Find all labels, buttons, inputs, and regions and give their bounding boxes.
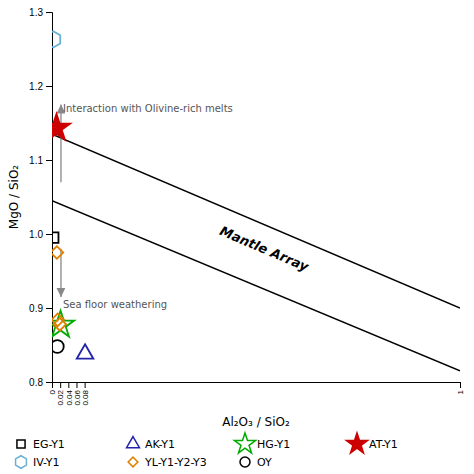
data-point (77, 344, 94, 358)
data-point (52, 232, 58, 242)
annotations: Mantle Array Interaction with Olivine-ric… (63, 103, 311, 310)
arrow-label: Interaction with Olivine-rich melts (63, 103, 233, 114)
data-point (52, 31, 60, 47)
y-tick-label: 1.1 (29, 155, 43, 166)
legend-item: EG-Y1 (17, 438, 65, 451)
legend-label: HG-Y1 (257, 438, 290, 451)
y-tick-label: 0.9 (29, 303, 43, 314)
legend-label: AK-Y1 (145, 438, 175, 451)
y-tick-label: 0.8 (29, 377, 43, 388)
legend-symbol (127, 437, 140, 448)
data-point (52, 246, 63, 259)
y-tick-label: 1.3 (29, 7, 43, 18)
y-tick-mark (46, 86, 52, 87)
y-tick-mark (46, 308, 52, 309)
x-tick: 1 (456, 382, 465, 394)
arrow (60, 105, 61, 183)
x-tick-mark (60, 382, 61, 388)
x-axis-title: Al₂O₃ / SiO₂ (222, 415, 290, 429)
y-tick-mark (46, 160, 52, 161)
legend-label: EG-Y1 (33, 438, 65, 451)
x-axis: 00.020.040.060.081 (48, 382, 465, 406)
x-tick-mark (85, 382, 86, 388)
legend-item: HG-Y1 (234, 433, 290, 453)
mantle-array-line (52, 134, 460, 308)
data-point (52, 340, 64, 353)
y-axis-line (46, 13, 53, 383)
y-tick-mark (46, 382, 52, 383)
y-tick-label: 1.0 (29, 229, 43, 240)
legend-label: IV-Y1 (33, 456, 60, 469)
y-tick: 0.9 (29, 303, 52, 314)
y-axis-title: MgO / SiO₂ (7, 165, 21, 229)
legend-item: AT-Y1 (346, 433, 397, 453)
y-tick: 1.0 (29, 229, 52, 240)
y-tick-label: 1.2 (29, 81, 43, 92)
legend-item: OY (240, 456, 272, 469)
plot-area (52, 31, 460, 371)
legend-item: YL-Y1-Y2-Y3 (128, 456, 207, 469)
x-tick-mark (460, 382, 461, 388)
x-tick: 0.08 (81, 382, 90, 406)
y-tick: 1.1 (29, 155, 52, 166)
legend-label: OY (257, 456, 272, 469)
legend-symbol (240, 457, 250, 467)
x-tick-mark (68, 382, 69, 388)
legend: EG-Y1 AK-Y1 HG-Y1 AT-Y1 IV-Y1 YL-Y1-Y2-Y3 OY (16, 433, 398, 469)
x-tick-label: 1 (456, 389, 465, 394)
legend-item: AK-Y1 (127, 437, 175, 451)
y-tick-mark (46, 234, 52, 235)
mantle-array-line (52, 201, 460, 371)
legend-label: YL-Y1-Y2-Y3 (144, 456, 207, 469)
y-tick: 1.2 (29, 81, 52, 92)
legend-label: AT-Y1 (369, 438, 398, 451)
legend-symbol (17, 440, 25, 448)
arrow-label: Sea floor weathering (63, 299, 167, 310)
y-axis: 0.8 0.9 1.0 1.1 1.2 1.3 (29, 7, 52, 388)
legend-symbol (128, 457, 138, 467)
x-tick-label: 0.08 (81, 389, 90, 405)
legend-symbol (16, 456, 27, 469)
x-axis-line (53, 383, 461, 389)
data-point (52, 311, 74, 337)
legend-item: IV-Y1 (16, 456, 60, 469)
y-tick: 0.8 (29, 377, 52, 388)
legend-symbol (234, 433, 255, 453)
x-tick-mark (76, 382, 77, 388)
legend-symbol (346, 433, 367, 453)
data-point (53, 318, 66, 331)
y-tick-mark (46, 12, 52, 13)
y-tick: 1.3 (29, 7, 52, 18)
mantle-array-label: Mantle Array (218, 223, 311, 274)
data-point (52, 114, 70, 140)
chart: 00.020.040.060.0810.80.91.01.11.21.3Al₂O… (0, 0, 474, 474)
